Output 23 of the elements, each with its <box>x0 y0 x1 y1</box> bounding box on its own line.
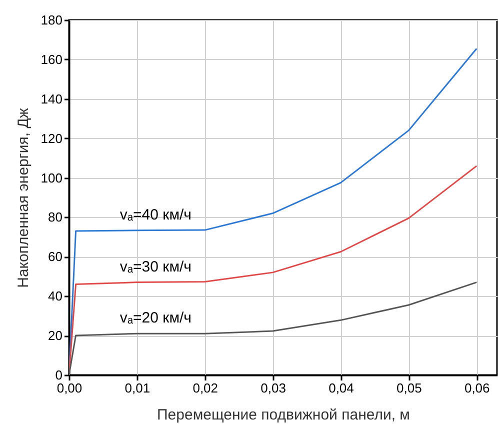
y-tick-label: 40 <box>48 288 62 304</box>
x-tick-label: 0,06 <box>464 380 490 396</box>
y-tick-label: 180 <box>40 12 62 28</box>
x-tick-label: 0,01 <box>124 380 150 396</box>
series-label: vₐ=30 км/ч <box>120 258 192 276</box>
y-tick-label: 140 <box>40 91 62 106</box>
y-tick-label: 120 <box>40 130 62 146</box>
line-series <box>69 282 478 375</box>
y-tick-label: 60 <box>48 249 62 264</box>
y-tick-label: 0 <box>55 368 62 382</box>
x-tick-label: 0,03 <box>260 380 286 396</box>
y-tick-label: 20 <box>48 328 62 344</box>
series-label: vₐ=20 км/ч <box>120 310 192 327</box>
y-axis-title: Накопленная энергия, Дж <box>14 108 32 288</box>
x-tick-label: 0,02 <box>192 380 218 396</box>
x-axis-title: Перемещение подвижной панели, м <box>157 406 410 424</box>
x-tick-label: 0,00 <box>56 380 82 396</box>
y-tick-label: 80 <box>48 210 62 225</box>
y-tick-label: 160 <box>40 52 62 67</box>
x-tick-label: 0,05 <box>396 380 422 396</box>
series-label: vₐ=40 км/ч <box>120 206 192 224</box>
y-tick-label: 100 <box>40 170 62 186</box>
x-tick-label: 0,04 <box>328 380 354 396</box>
